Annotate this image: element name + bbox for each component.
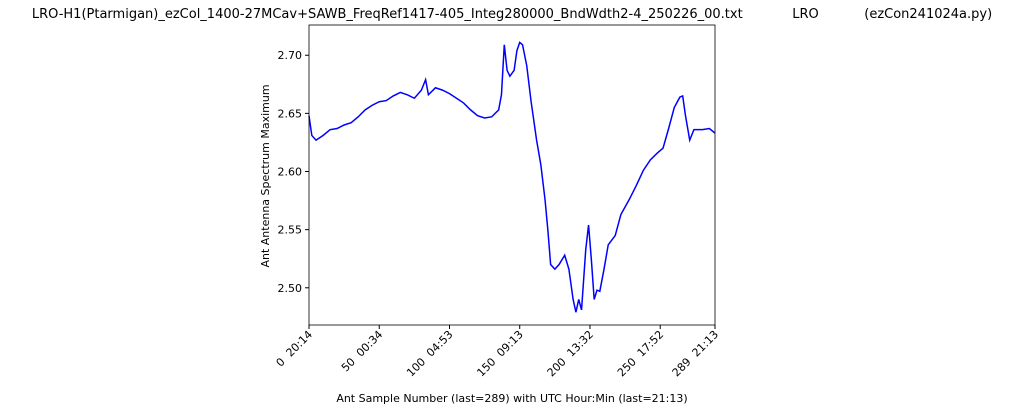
x-axis-label: Ant Sample Number (last=289) with UTC Ho… bbox=[336, 392, 687, 405]
y-tick-label: 2.65 bbox=[278, 107, 303, 120]
x-tick-label: 0 20:14 bbox=[274, 328, 316, 370]
x-tick-label: 200 13:32 bbox=[545, 328, 596, 379]
x-tick-label: 50 00:34 bbox=[339, 328, 385, 374]
y-axis-label: Ant Antenna Spectrum Maximum bbox=[259, 84, 272, 267]
line bbox=[308, 41, 716, 313]
y-tick-label: 2.60 bbox=[278, 166, 303, 179]
x-tick-label: 289 21:13 bbox=[670, 328, 721, 379]
y-tick-label: 2.55 bbox=[278, 224, 303, 237]
plot-frame bbox=[308, 24, 716, 326]
x-tick-label: 150 09:13 bbox=[474, 328, 525, 379]
y-tick-label: 2.50 bbox=[278, 282, 303, 295]
y-tick-label: 2.70 bbox=[278, 49, 303, 62]
x-tick-label: 250 17:52 bbox=[615, 328, 666, 379]
x-tick-label: 100 04:53 bbox=[404, 328, 455, 379]
chart-title: LRO-H1(Ptarmigan)_ezCol_1400-27MCav+SAWB… bbox=[32, 7, 992, 22]
